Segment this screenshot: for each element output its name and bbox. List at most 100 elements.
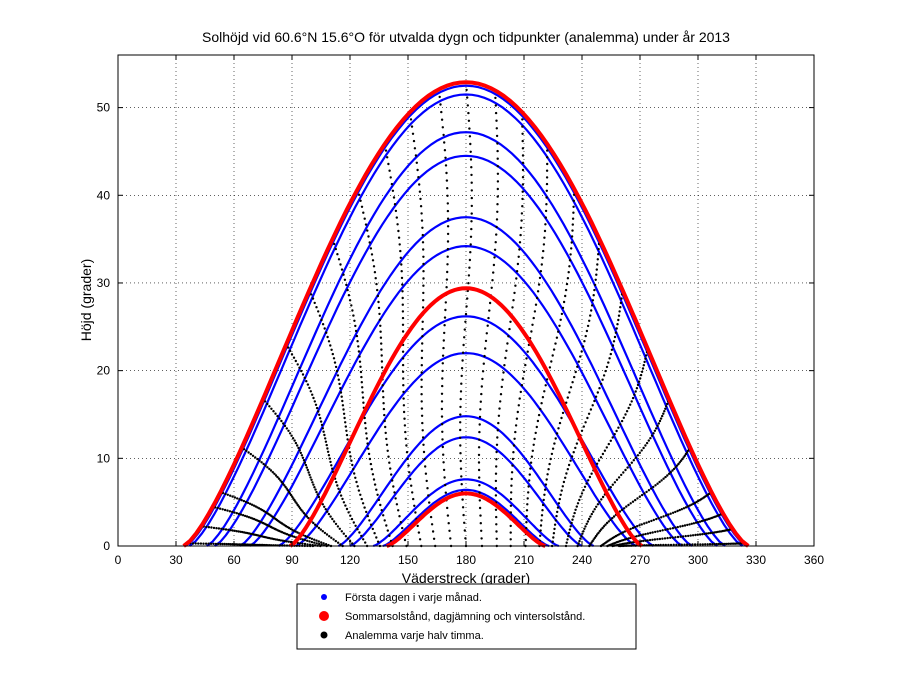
analemma-dot <box>539 534 542 537</box>
analemma-dot <box>444 483 447 487</box>
analemma-dot <box>301 456 305 459</box>
analemma-dot <box>252 504 256 507</box>
analemma-dot <box>330 536 333 539</box>
analemma-dot <box>691 534 695 537</box>
analemma-dot <box>288 349 292 353</box>
analemma-dot <box>484 339 488 343</box>
analemma-dot <box>383 519 386 522</box>
analemma-dot <box>315 406 319 410</box>
analemma-dot <box>483 354 486 358</box>
analemma-dot <box>425 479 428 483</box>
analemma-dot <box>355 480 358 484</box>
analemma-dot <box>352 314 355 317</box>
analemma-dot <box>428 501 431 504</box>
y-tick-label: 20 <box>97 364 111 378</box>
analemma-dot <box>305 515 309 518</box>
analemma-dot <box>719 542 723 546</box>
analemma-dot <box>246 501 250 505</box>
analemma-dot <box>389 467 392 470</box>
analemma-dot <box>442 461 445 464</box>
analemma-dot <box>297 505 301 508</box>
analemma-dot <box>422 270 425 273</box>
analemma-dot <box>350 459 353 462</box>
analemma-dot <box>630 461 633 464</box>
analemma-dot <box>528 479 531 482</box>
analemma-dot <box>618 510 622 513</box>
analemma-dot <box>592 510 595 513</box>
analemma-dot <box>422 291 425 295</box>
analemma-dot <box>412 497 415 501</box>
analemma-dot <box>390 473 393 476</box>
analemma-dot <box>622 471 625 474</box>
analemma-dot <box>420 385 423 389</box>
analemma-dot <box>470 196 473 200</box>
analemma-dot <box>605 521 609 525</box>
analemma-dot <box>394 209 398 213</box>
analemma-dot <box>620 473 623 477</box>
analemma-dot <box>209 542 213 545</box>
analemma-dot <box>495 530 498 533</box>
analemma-dot <box>613 481 617 484</box>
analemma-dot <box>310 293 313 296</box>
analemma-dot <box>336 525 340 528</box>
analemma-dot <box>298 366 301 369</box>
analemma-dot <box>565 282 569 286</box>
legend-label-0: Första dagen i varje månad. <box>345 592 482 604</box>
analemma-dot <box>334 539 337 543</box>
analemma-dot <box>422 443 425 446</box>
analemma-dot <box>315 306 318 309</box>
analemma-dot <box>572 211 575 214</box>
analemma-dot <box>490 286 493 289</box>
analemma-dot <box>599 528 603 531</box>
analemma-dot <box>658 419 662 423</box>
analemma-dot <box>503 364 506 367</box>
analemma-dot <box>392 196 396 199</box>
analemma-dot <box>282 422 285 425</box>
analemma-dot <box>517 404 520 407</box>
analemma-dot <box>541 503 545 507</box>
analemma-dot <box>375 536 378 539</box>
analemma-dot <box>567 463 571 467</box>
analemma-dot <box>584 525 587 528</box>
analemma-dot <box>301 510 304 513</box>
analemma-dot <box>519 390 522 394</box>
analemma-dot <box>333 361 337 364</box>
analemma-dot <box>698 533 702 536</box>
analemma-dot <box>589 408 593 411</box>
analemma-dot <box>219 507 222 510</box>
analemma-dot <box>607 442 610 446</box>
analemma-dot <box>607 488 610 491</box>
analemma-dot <box>561 411 565 415</box>
analemma-dot <box>549 457 552 461</box>
analemma-dot <box>554 519 557 522</box>
analemma-dot <box>311 481 314 484</box>
analemma-dot <box>623 530 626 533</box>
analemma-dot <box>634 456 638 459</box>
analemma-dot <box>470 189 473 192</box>
analemma-dot <box>326 447 329 450</box>
analemma-dot <box>293 535 296 538</box>
analemma-dot <box>465 88 468 92</box>
analemma-dot <box>572 515 575 518</box>
analemma-dot <box>330 464 333 467</box>
analemma-dot <box>627 537 630 540</box>
analemma-dot <box>441 369 444 373</box>
analemma-dot <box>459 459 462 463</box>
analemma-dot <box>401 283 404 286</box>
analemma-dot <box>649 531 652 535</box>
analemma-dot <box>470 166 473 169</box>
analemma-dot <box>373 271 377 274</box>
analemma-dot <box>363 416 366 420</box>
analemma-dot <box>575 442 579 445</box>
analemma-dot <box>306 543 309 546</box>
analemma-dot <box>234 543 238 546</box>
analemma-dot <box>515 417 519 420</box>
analemma-dot <box>319 528 322 531</box>
analemma-dot <box>329 515 332 518</box>
analemma-dot <box>398 515 401 518</box>
analemma-dot <box>611 516 614 520</box>
analemma-dot <box>652 518 655 522</box>
analemma-dot <box>469 251 472 254</box>
analemma-dot <box>571 229 574 232</box>
analemma-dot <box>654 484 657 487</box>
